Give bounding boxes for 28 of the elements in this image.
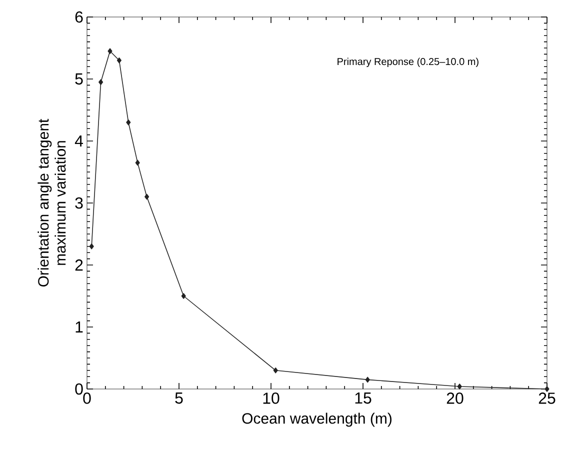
point [89, 244, 94, 250]
point [181, 293, 186, 299]
point [457, 384, 462, 390]
y-axis-title: Orientation angle tangent maximum variation [38, 118, 66, 287]
point [98, 79, 104, 85]
point [544, 386, 550, 392]
y-tick-label: 2 [75, 259, 83, 271]
x-tick-label: 0 [83, 392, 91, 404]
x-axis-title: Ocean wavelength (m) [242, 412, 392, 427]
point [135, 160, 140, 166]
y-tick-label: 5 [75, 73, 83, 85]
x-tick-label: 15 [355, 392, 372, 404]
point [126, 119, 131, 126]
y-tick-label: 4 [74, 135, 83, 147]
point [144, 194, 150, 200]
y-tick-label: 3 [75, 197, 83, 209]
x-tick-label: 25 [538, 392, 556, 404]
x-tick-label: 5 [175, 392, 183, 404]
x-tick-label: 10 [263, 392, 280, 404]
point [116, 57, 122, 64]
y-tick-label: 1 [76, 321, 83, 333]
y-tick-label: 6 [75, 11, 83, 23]
x-tick-label: 20 [446, 392, 464, 404]
point [108, 48, 112, 54]
annotation: Primary Reponse (0.25–10.0 m) [338, 58, 478, 68]
point [273, 368, 278, 374]
y-tick-label: 0 [75, 383, 83, 395]
point [365, 376, 370, 383]
